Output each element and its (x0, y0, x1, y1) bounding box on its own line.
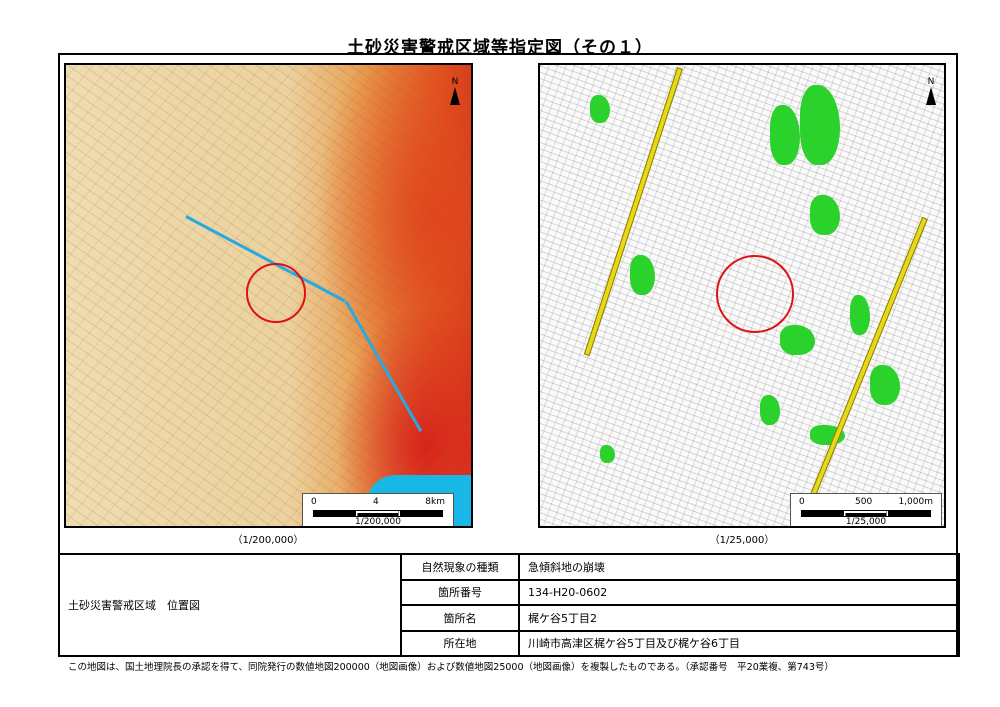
table-row: 土砂災害警戒区域 位置図 自然現象の種類 急傾斜地の崩壊 (58, 553, 960, 657)
row-label: 自然現象の種類 (400, 553, 520, 581)
left-map-caption: （1/200,000） (232, 535, 304, 546)
scale-ratio: 1/200,000 (355, 517, 401, 527)
right-map-caption: （1/25,000） (709, 535, 775, 546)
river (344, 300, 423, 433)
hazard-zone (810, 195, 840, 235)
copyright-note: この地図は、国土地理院長の承認を得て、同院発行の数値地図200000（地図画像）… (68, 662, 834, 673)
scale-tick: 4 (373, 497, 379, 507)
hazard-zone (760, 395, 780, 425)
location-map-1-25000: N 0 500 1,000m 1/25,000 (538, 63, 946, 528)
scale-tick: 0 (311, 497, 317, 507)
scale-tick: 500 (855, 497, 873, 507)
row-value: 急傾斜地の崩壊 (518, 553, 960, 581)
target-area-circle (716, 255, 794, 333)
row-label: 箇所番号 (400, 578, 520, 606)
hazard-zone (850, 295, 870, 335)
table-row: 所在地 川崎市高津区梶ケ谷5丁目及び梶ケ谷6丁目 (59, 629, 960, 657)
target-area-circle (246, 263, 306, 323)
table-row: 箇所番号 134-H20-0602 (59, 578, 960, 606)
hazard-zone (590, 95, 610, 123)
scale-bar: 0 4 8km 1/200,000 (302, 493, 454, 527)
scale-ratio: 1/25,000 (845, 517, 887, 527)
hazard-zone (870, 365, 900, 405)
north-arrow-icon: N (448, 77, 462, 107)
scale-tick: 0 (799, 497, 805, 507)
row-label: 箇所名 (400, 604, 520, 632)
hazard-zone (600, 445, 615, 463)
location-map-1-200000: N 0 4 8km 1/200,000 (64, 63, 473, 528)
hazard-zone (770, 105, 800, 165)
road (801, 216, 928, 518)
north-arrow-icon: N (924, 77, 938, 107)
hazard-zone (630, 255, 655, 295)
hazard-zone (780, 325, 815, 355)
scale-tick: 8km (425, 497, 445, 507)
row-value: 梶ケ谷5丁目2 (518, 604, 960, 632)
scale-bar: 0 500 1,000m 1/25,000 (790, 493, 942, 527)
info-table: 土砂災害警戒区域 位置図 自然現象の種類 急傾斜地の崩壊 箇所番号 134-H2… (58, 553, 960, 657)
hazard-zone (800, 85, 840, 165)
row-label: 所在地 (400, 629, 520, 657)
scale-tick: 1,000m (898, 497, 933, 507)
row-value: 134-H20-0602 (518, 578, 960, 606)
section-label: 土砂災害警戒区域 位置図 (58, 553, 402, 657)
row-value: 川崎市高津区梶ケ谷5丁目及び梶ケ谷6丁目 (518, 629, 960, 657)
